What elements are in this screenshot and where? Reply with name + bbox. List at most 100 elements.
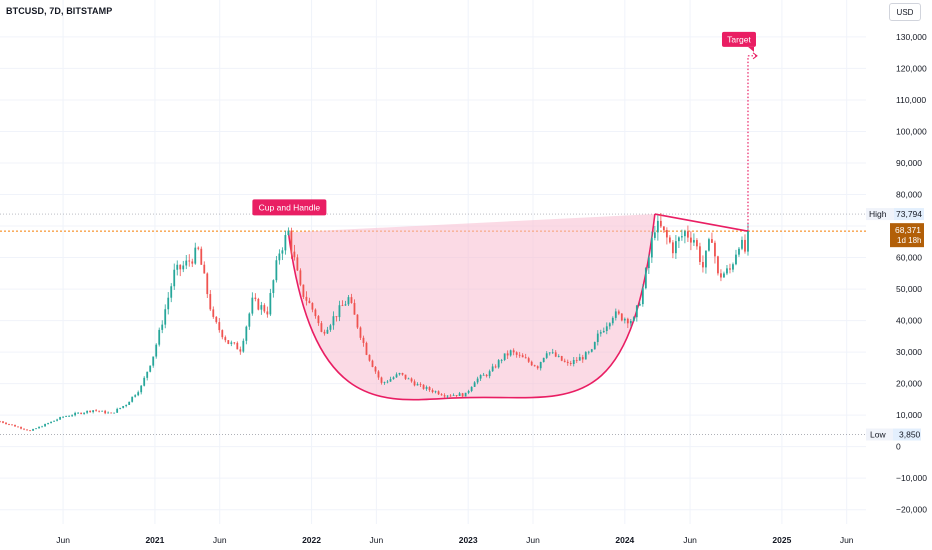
- candle-body[interactable]: [744, 239, 746, 252]
- candle-body[interactable]: [14, 424, 16, 427]
- candle[interactable]: [20, 426, 22, 430]
- candle-body[interactable]: [440, 394, 443, 396]
- candle-body[interactable]: [476, 378, 479, 383]
- candle[interactable]: [584, 351, 587, 360]
- candle-body[interactable]: [644, 268, 647, 289]
- candle[interactable]: [671, 240, 674, 259]
- candle-body[interactable]: [524, 357, 527, 359]
- candle[interactable]: [608, 322, 611, 330]
- candle-body[interactable]: [242, 340, 245, 352]
- candle[interactable]: [431, 388, 434, 394]
- candle-body[interactable]: [104, 410, 107, 414]
- candle-body[interactable]: [467, 391, 470, 393]
- candle-body[interactable]: [266, 311, 269, 315]
- candle[interactable]: [56, 418, 58, 422]
- candle-body[interactable]: [371, 360, 374, 367]
- candle[interactable]: [320, 320, 323, 333]
- candle-body[interactable]: [693, 240, 695, 243]
- candle-body[interactable]: [551, 352, 554, 354]
- candle[interactable]: [167, 292, 170, 315]
- candle[interactable]: [98, 410, 101, 413]
- candle[interactable]: [395, 372, 398, 378]
- candle[interactable]: [197, 246, 200, 251]
- candle-body[interactable]: [380, 377, 383, 383]
- candle-body[interactable]: [275, 260, 278, 281]
- candle-body[interactable]: [74, 412, 76, 416]
- candle[interactable]: [741, 236, 743, 251]
- candle[interactable]: [221, 329, 224, 340]
- candle[interactable]: [491, 363, 494, 372]
- candle[interactable]: [497, 359, 500, 369]
- candle-body[interactable]: [608, 323, 611, 327]
- candle[interactable]: [680, 229, 683, 241]
- candle[interactable]: [47, 422, 49, 425]
- candle-body[interactable]: [473, 382, 476, 387]
- candle[interactable]: [690, 231, 692, 251]
- candle-body[interactable]: [239, 349, 242, 352]
- candle-body[interactable]: [527, 358, 530, 362]
- candle-body[interactable]: [656, 220, 659, 233]
- candle[interactable]: [323, 329, 326, 336]
- candle[interactable]: [404, 374, 407, 381]
- candle-body[interactable]: [677, 237, 680, 242]
- candle-body[interactable]: [548, 352, 551, 354]
- candle[interactable]: [77, 411, 80, 414]
- candle-body[interactable]: [449, 395, 452, 397]
- candle-body[interactable]: [206, 273, 209, 295]
- candle[interactable]: [89, 410, 92, 413]
- candle[interactable]: [735, 249, 737, 266]
- candle-body[interactable]: [146, 371, 149, 378]
- candle[interactable]: [287, 227, 290, 236]
- candle-body[interactable]: [302, 284, 305, 297]
- candle-body[interactable]: [717, 256, 719, 274]
- candle[interactable]: [362, 335, 365, 347]
- candle[interactable]: [59, 416, 61, 421]
- candle-body[interactable]: [732, 264, 734, 270]
- candle[interactable]: [236, 341, 239, 350]
- candle[interactable]: [702, 255, 704, 273]
- candle[interactable]: [86, 410, 89, 415]
- candle-body[interactable]: [635, 305, 638, 318]
- candle-body[interactable]: [26, 429, 28, 431]
- candle-body[interactable]: [98, 410, 101, 412]
- candle[interactable]: [602, 327, 605, 333]
- candle-body[interactable]: [491, 366, 494, 372]
- candle-body[interactable]: [200, 248, 203, 265]
- candle-body[interactable]: [542, 357, 545, 363]
- candle[interactable]: [176, 260, 179, 276]
- candlesticks[interactable]: [0, 212, 749, 432]
- candle[interactable]: [506, 350, 509, 359]
- candle-body[interactable]: [422, 384, 425, 389]
- candle-body[interactable]: [419, 384, 422, 385]
- candle-body[interactable]: [347, 297, 350, 305]
- candle-body[interactable]: [518, 354, 521, 356]
- candle-body[interactable]: [428, 387, 431, 391]
- candle[interactable]: [744, 234, 746, 254]
- candle-body[interactable]: [714, 242, 716, 257]
- candle[interactable]: [164, 304, 167, 329]
- candle[interactable]: [482, 372, 485, 376]
- candle-body[interactable]: [392, 377, 395, 380]
- candle[interactable]: [524, 353, 527, 359]
- candle-body[interactable]: [128, 401, 131, 405]
- candle-body[interactable]: [614, 311, 617, 318]
- candle-body[interactable]: [29, 430, 31, 432]
- candle-body[interactable]: [320, 323, 323, 332]
- candle-body[interactable]: [575, 360, 578, 361]
- candle-body[interactable]: [110, 412, 113, 414]
- candle-body[interactable]: [158, 329, 161, 345]
- candle-body[interactable]: [374, 366, 377, 372]
- candle[interactable]: [569, 360, 572, 366]
- candle-body[interactable]: [119, 407, 122, 409]
- candle[interactable]: [425, 385, 428, 391]
- candle-body[interactable]: [545, 353, 548, 358]
- candle[interactable]: [386, 380, 389, 384]
- candle[interactable]: [440, 393, 443, 396]
- candle-body[interactable]: [563, 360, 566, 362]
- candle-body[interactable]: [611, 317, 614, 324]
- candle[interactable]: [185, 254, 188, 270]
- candle-body[interactable]: [236, 342, 239, 350]
- candle[interactable]: [266, 306, 269, 318]
- candle-body[interactable]: [338, 305, 341, 318]
- candle[interactable]: [92, 410, 95, 414]
